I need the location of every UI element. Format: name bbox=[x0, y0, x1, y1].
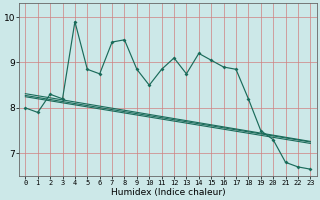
X-axis label: Humidex (Indice chaleur): Humidex (Indice chaleur) bbox=[110, 188, 225, 197]
